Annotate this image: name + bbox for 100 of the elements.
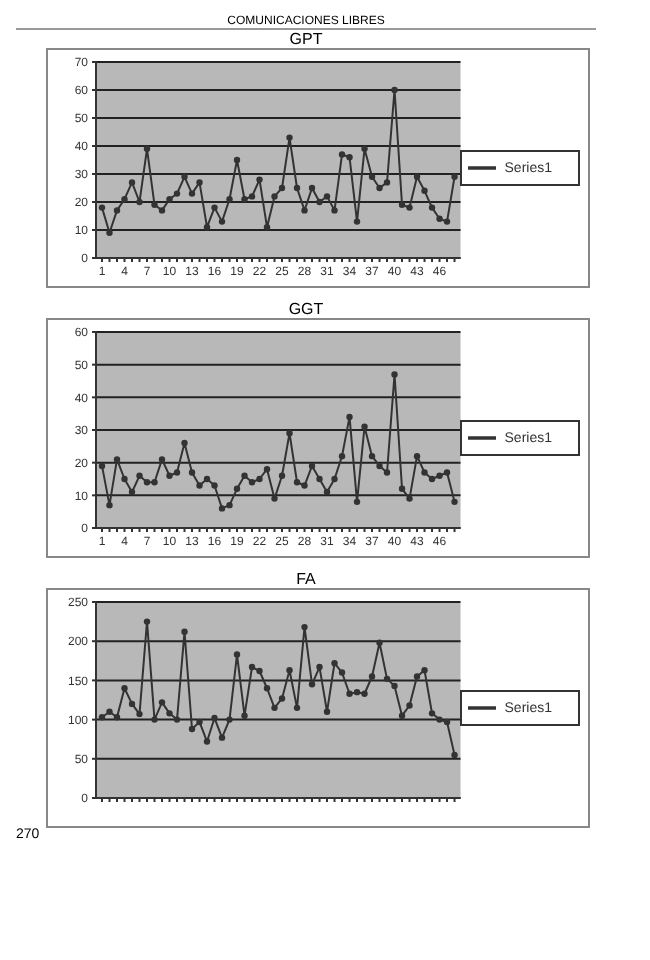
point (376, 639, 383, 646)
point (436, 215, 443, 222)
point (106, 501, 113, 509)
point (203, 224, 211, 231)
point (391, 86, 398, 94)
point (316, 475, 323, 483)
point (196, 718, 203, 726)
point (278, 184, 286, 192)
point (391, 371, 398, 378)
point (398, 485, 406, 492)
point (188, 469, 196, 476)
point (113, 456, 121, 463)
point (301, 623, 308, 631)
point (338, 151, 346, 158)
point (151, 479, 158, 486)
point (233, 485, 241, 492)
point (368, 452, 376, 460)
point (203, 738, 211, 745)
point (353, 688, 361, 696)
point (271, 704, 278, 712)
point (346, 690, 353, 697)
point (413, 452, 421, 460)
point (361, 690, 368, 697)
point (226, 196, 233, 203)
point (241, 472, 248, 479)
point (121, 475, 128, 483)
point (166, 710, 173, 717)
point (323, 708, 331, 715)
point (443, 469, 451, 476)
point (346, 154, 353, 161)
point (301, 207, 308, 214)
point (218, 505, 226, 512)
point (293, 704, 301, 712)
point (226, 501, 233, 509)
point (173, 716, 181, 723)
point (196, 179, 203, 186)
point (346, 413, 353, 421)
point (368, 173, 376, 180)
point (98, 714, 106, 721)
point (248, 193, 256, 200)
point (353, 218, 361, 225)
point (263, 685, 271, 692)
point (436, 472, 443, 479)
point (331, 659, 338, 667)
point (241, 712, 248, 719)
point (233, 156, 241, 164)
point (421, 187, 428, 194)
point (421, 469, 428, 476)
point (308, 462, 316, 470)
point (188, 190, 196, 197)
point (211, 204, 218, 211)
point (113, 207, 121, 214)
point (158, 699, 166, 706)
point (203, 475, 211, 483)
point (248, 479, 256, 486)
point (308, 681, 316, 688)
point (218, 218, 226, 225)
point (406, 495, 413, 502)
point (428, 204, 436, 211)
point (121, 685, 128, 692)
point (398, 201, 406, 208)
point (263, 224, 271, 231)
point (158, 456, 166, 463)
point (451, 498, 458, 506)
point (353, 498, 361, 506)
point (376, 462, 383, 470)
point (398, 712, 406, 719)
point (158, 207, 166, 214)
chart-title: GPT (287, 30, 325, 48)
point (106, 229, 113, 236)
point (368, 673, 376, 680)
point (436, 716, 443, 723)
point (136, 472, 143, 479)
point (443, 718, 451, 726)
point (286, 134, 293, 141)
point (323, 488, 331, 496)
point (421, 667, 428, 674)
point (413, 173, 421, 180)
point (136, 198, 143, 206)
point (278, 472, 286, 479)
point (173, 469, 181, 476)
point (136, 710, 143, 718)
point (361, 423, 368, 430)
point (121, 196, 128, 203)
point (151, 201, 158, 208)
point (413, 673, 421, 680)
chart-title: GGT (286, 300, 326, 318)
point (181, 628, 188, 635)
point (323, 193, 331, 200)
point (226, 716, 233, 723)
point (271, 495, 278, 502)
point (106, 708, 113, 715)
point (286, 667, 293, 674)
point (98, 204, 106, 211)
point (128, 488, 136, 496)
point (451, 173, 458, 180)
point (188, 725, 196, 733)
point (331, 207, 338, 214)
point (391, 682, 398, 690)
point (451, 751, 458, 759)
